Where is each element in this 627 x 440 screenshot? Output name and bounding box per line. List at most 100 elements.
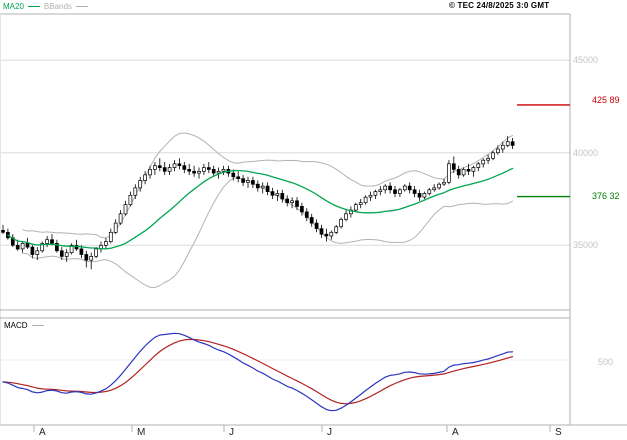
candle-body (153, 165, 157, 170)
candle-body (432, 187, 437, 191)
candle-body (471, 167, 476, 172)
candle-body (329, 231, 334, 237)
candle-body (255, 183, 260, 189)
candle-body (216, 170, 221, 174)
candle-body (25, 243, 30, 248)
candle-body (74, 244, 79, 250)
x-label-month-2: M (137, 427, 146, 438)
macd-signal-line (2, 338, 514, 405)
candle-body (398, 189, 402, 194)
candle-body (304, 211, 309, 218)
candle-body (211, 169, 216, 174)
candle-body (481, 159, 486, 165)
ma20-line (7, 167, 514, 250)
candle-body (133, 187, 138, 196)
candle-body (197, 170, 201, 174)
candle-body (40, 243, 45, 252)
candle-body (324, 233, 329, 237)
candle-body (89, 256, 94, 261)
candle-body (368, 194, 373, 198)
candle-body (319, 228, 324, 235)
candle-body (388, 185, 392, 191)
price-levels (517, 104, 570, 198)
candle-body (123, 204, 128, 215)
candle-body (300, 206, 304, 213)
candle-body (270, 191, 275, 196)
candle-body (138, 180, 143, 189)
price-legend: MA20 BBands (3, 1, 88, 12)
candle-body (505, 141, 510, 146)
x-label-month-4: J (327, 427, 332, 438)
candle-body (412, 189, 417, 194)
candle-body (358, 202, 363, 205)
candle-body (64, 252, 69, 257)
candle-body (383, 185, 388, 191)
candle-body (344, 213, 348, 220)
candle-body (427, 189, 432, 194)
candle-body (353, 204, 358, 211)
candle-body (177, 163, 182, 166)
macd-legend: MACD (4, 320, 44, 331)
candle-body (1, 230, 5, 233)
macd-label: MACD (4, 321, 28, 330)
candle-body (162, 167, 167, 172)
candle-body (128, 194, 133, 205)
candle-body (461, 169, 466, 176)
x-label-month-5: A (452, 427, 459, 438)
candle-body (442, 181, 446, 185)
candlesticks (1, 136, 515, 270)
candle-body (50, 239, 54, 244)
candle-body (451, 163, 456, 170)
candle-body (393, 189, 397, 194)
x-axis-ticks (33, 425, 551, 432)
candle-body (20, 243, 25, 250)
ma20-legend-label: MA20 (3, 2, 24, 11)
ma20-legend-line (27, 6, 40, 7)
candle-body (84, 254, 89, 261)
candle-body (104, 241, 108, 246)
candle-body (447, 163, 451, 183)
candle-body (466, 169, 471, 172)
support-level-label: 376 32 (592, 191, 620, 201)
candle-body (378, 189, 383, 192)
candle-body (118, 213, 123, 224)
candle-body (221, 169, 226, 172)
candle-body (15, 244, 20, 250)
candle-body (309, 217, 314, 224)
candle-body (202, 167, 206, 172)
candle-body (167, 167, 172, 172)
candle-body (285, 198, 290, 204)
candle-body (113, 222, 118, 233)
candle-body (35, 250, 40, 255)
candle-body (476, 163, 481, 168)
macd-line (2, 332, 514, 412)
candle-body (59, 250, 64, 257)
candle-body (206, 167, 211, 170)
bbands-legend-line (75, 6, 88, 7)
macd-legend-line (31, 325, 44, 326)
bollinger-upper-band (22, 132, 514, 239)
candle-body (241, 178, 245, 183)
candle-body (231, 172, 236, 178)
price-tick-40000: 40000 (573, 148, 599, 158)
candle-body (422, 193, 427, 198)
candle-body (339, 218, 343, 228)
candle-body (94, 248, 98, 257)
candle-body (251, 180, 255, 185)
candle-body (280, 193, 285, 200)
candle-body (182, 165, 187, 170)
candle-body (334, 226, 339, 233)
candle-body (236, 176, 241, 179)
candle-body (349, 209, 353, 215)
candle-body (79, 248, 84, 255)
candle-body (295, 200, 299, 207)
candle-body (314, 222, 319, 229)
candle-body (30, 246, 35, 255)
candle-body (265, 185, 270, 192)
candle-body (172, 163, 177, 168)
candle-body (407, 185, 412, 191)
candle-body (275, 193, 280, 196)
resistance-level-label: 425 89 (592, 95, 620, 105)
candle-body (260, 185, 265, 189)
